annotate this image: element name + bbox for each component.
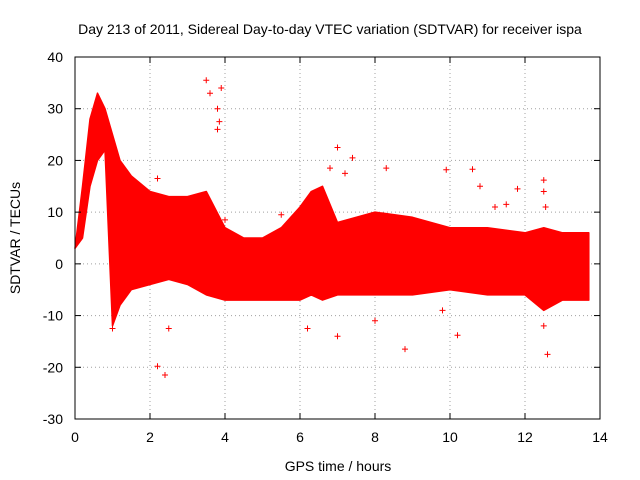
data-point xyxy=(477,183,483,190)
data-point xyxy=(492,203,498,210)
data-point xyxy=(154,175,161,182)
data-point xyxy=(154,363,161,370)
data-point xyxy=(214,126,221,133)
data-density-band xyxy=(74,92,590,327)
data-point xyxy=(304,325,311,332)
x-tick-label: 14 xyxy=(592,429,608,445)
data-point xyxy=(542,203,549,210)
data-point xyxy=(469,166,476,173)
data-point xyxy=(503,201,510,208)
y-tick-label: -20 xyxy=(43,359,63,375)
x-tick-label: 10 xyxy=(442,429,458,445)
x-tick-label: 2 xyxy=(146,429,154,445)
data-point xyxy=(540,177,547,184)
data-point xyxy=(540,188,547,195)
y-tick-label: 40 xyxy=(47,49,63,65)
x-axis-label: GPS time / hours xyxy=(285,458,392,474)
plot-frame xyxy=(74,56,601,420)
data-point xyxy=(514,185,521,192)
data-point xyxy=(214,105,221,112)
data-point xyxy=(443,166,450,173)
y-tick-label: 0 xyxy=(55,256,63,272)
data-point xyxy=(216,118,223,125)
data-point xyxy=(207,90,213,97)
y-tick-label: -30 xyxy=(43,411,63,427)
y-tick-label: -10 xyxy=(43,308,63,324)
y-tick-label: 20 xyxy=(47,152,63,168)
data-point xyxy=(203,77,210,84)
y-tick-label: 10 xyxy=(47,204,63,220)
x-tick-label: 4 xyxy=(221,429,229,445)
y-tick-label: 30 xyxy=(47,101,63,117)
data-point xyxy=(349,154,356,161)
data-series xyxy=(74,77,590,379)
data-point xyxy=(222,216,228,223)
data-point xyxy=(439,307,446,314)
x-tick-label: 6 xyxy=(296,429,304,445)
data-point xyxy=(218,85,225,92)
y-axis-label: SDTVAR / TECUs xyxy=(7,182,23,294)
data-point xyxy=(342,170,348,177)
data-point xyxy=(162,372,168,379)
data-point xyxy=(327,165,333,172)
data-point xyxy=(334,333,341,340)
data-point xyxy=(278,211,285,218)
x-tick-label: 0 xyxy=(71,429,79,445)
data-point xyxy=(334,144,341,151)
x-tick-label: 12 xyxy=(517,429,533,445)
data-point xyxy=(109,325,116,332)
data-point xyxy=(544,351,551,358)
chart-title: Day 213 of 2011, Sidereal Day-to-day VTE… xyxy=(78,21,582,37)
data-point xyxy=(165,325,172,332)
data-point xyxy=(454,332,461,339)
data-point xyxy=(383,165,390,172)
data-point xyxy=(540,322,547,329)
data-point xyxy=(372,317,378,324)
axes: 0 2 4 6 8 10 12 14 40 30 20 10 0 -10 -20 -30 xyxy=(43,49,608,445)
data-point xyxy=(402,346,408,353)
x-tick-label: 8 xyxy=(371,429,379,445)
